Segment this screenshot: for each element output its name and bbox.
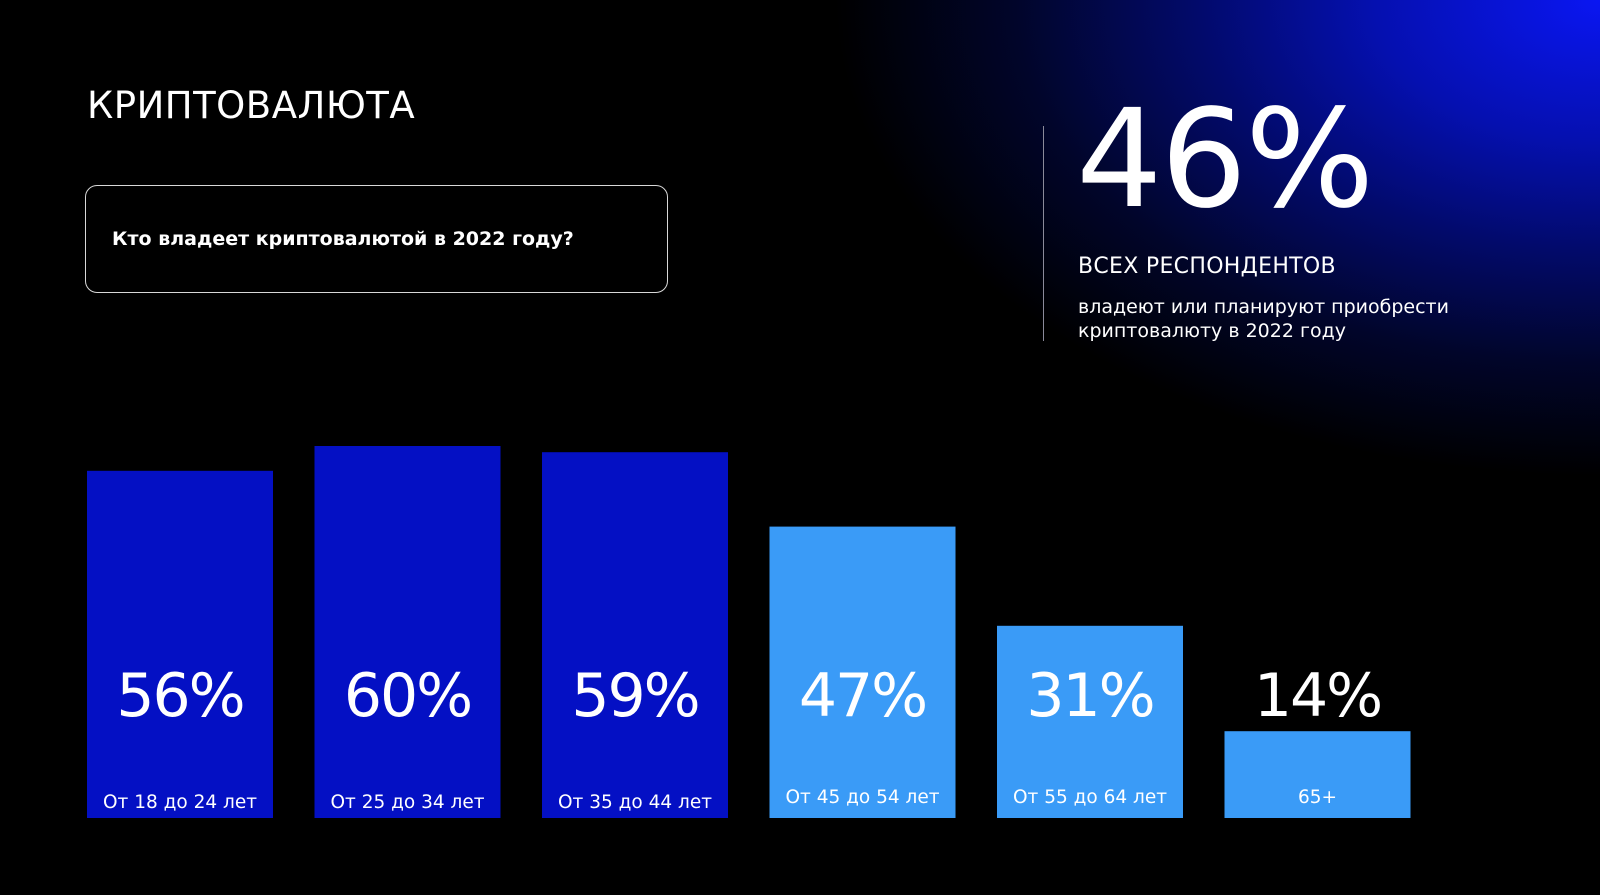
slide-title: КРИПТОВАЛЮТА: [87, 84, 416, 127]
question-box: Кто владеет криптовалютой в 2022 году?: [85, 185, 668, 293]
bar-6: [1224, 731, 1411, 818]
bar-value-label-6: 14%: [1254, 661, 1381, 731]
bar-value-label-2: 60%: [344, 661, 471, 731]
bar-category-label-2: От 25 до 34 лет: [330, 792, 484, 813]
bar-5: [997, 625, 1183, 818]
bar-category-label-1: От 18 до 24 лет: [103, 792, 257, 813]
bar-category-label-3: От 35 до 44 лет: [558, 792, 712, 813]
bar-value-label-3: 59%: [571, 661, 698, 731]
summary-percentage: 46%: [1076, 81, 1374, 239]
bar-2: [314, 446, 501, 818]
stat-divider: [1043, 126, 1044, 341]
summary-description: владеют или планируют приобрести криптов…: [1078, 296, 1449, 342]
bar-1: [87, 470, 273, 818]
bar-4: [769, 526, 956, 818]
summary-label: ВСЕХ РЕСПОНДЕНТОВ: [1078, 254, 1336, 279]
bar-value-label-4: 47%: [799, 661, 926, 731]
bar-category-label-4: От 45 до 54 лет: [785, 787, 939, 808]
bar-category-label-5: От 55 до 64 лет: [1013, 787, 1167, 808]
bar-3: [542, 452, 728, 818]
bar-value-label-1: 56%: [116, 661, 243, 731]
bar-value-label-5: 31%: [1026, 661, 1153, 731]
question-text: Кто владеет криптовалютой в 2022 году?: [112, 228, 574, 250]
bar-category-label-6: 65+: [1298, 787, 1337, 808]
